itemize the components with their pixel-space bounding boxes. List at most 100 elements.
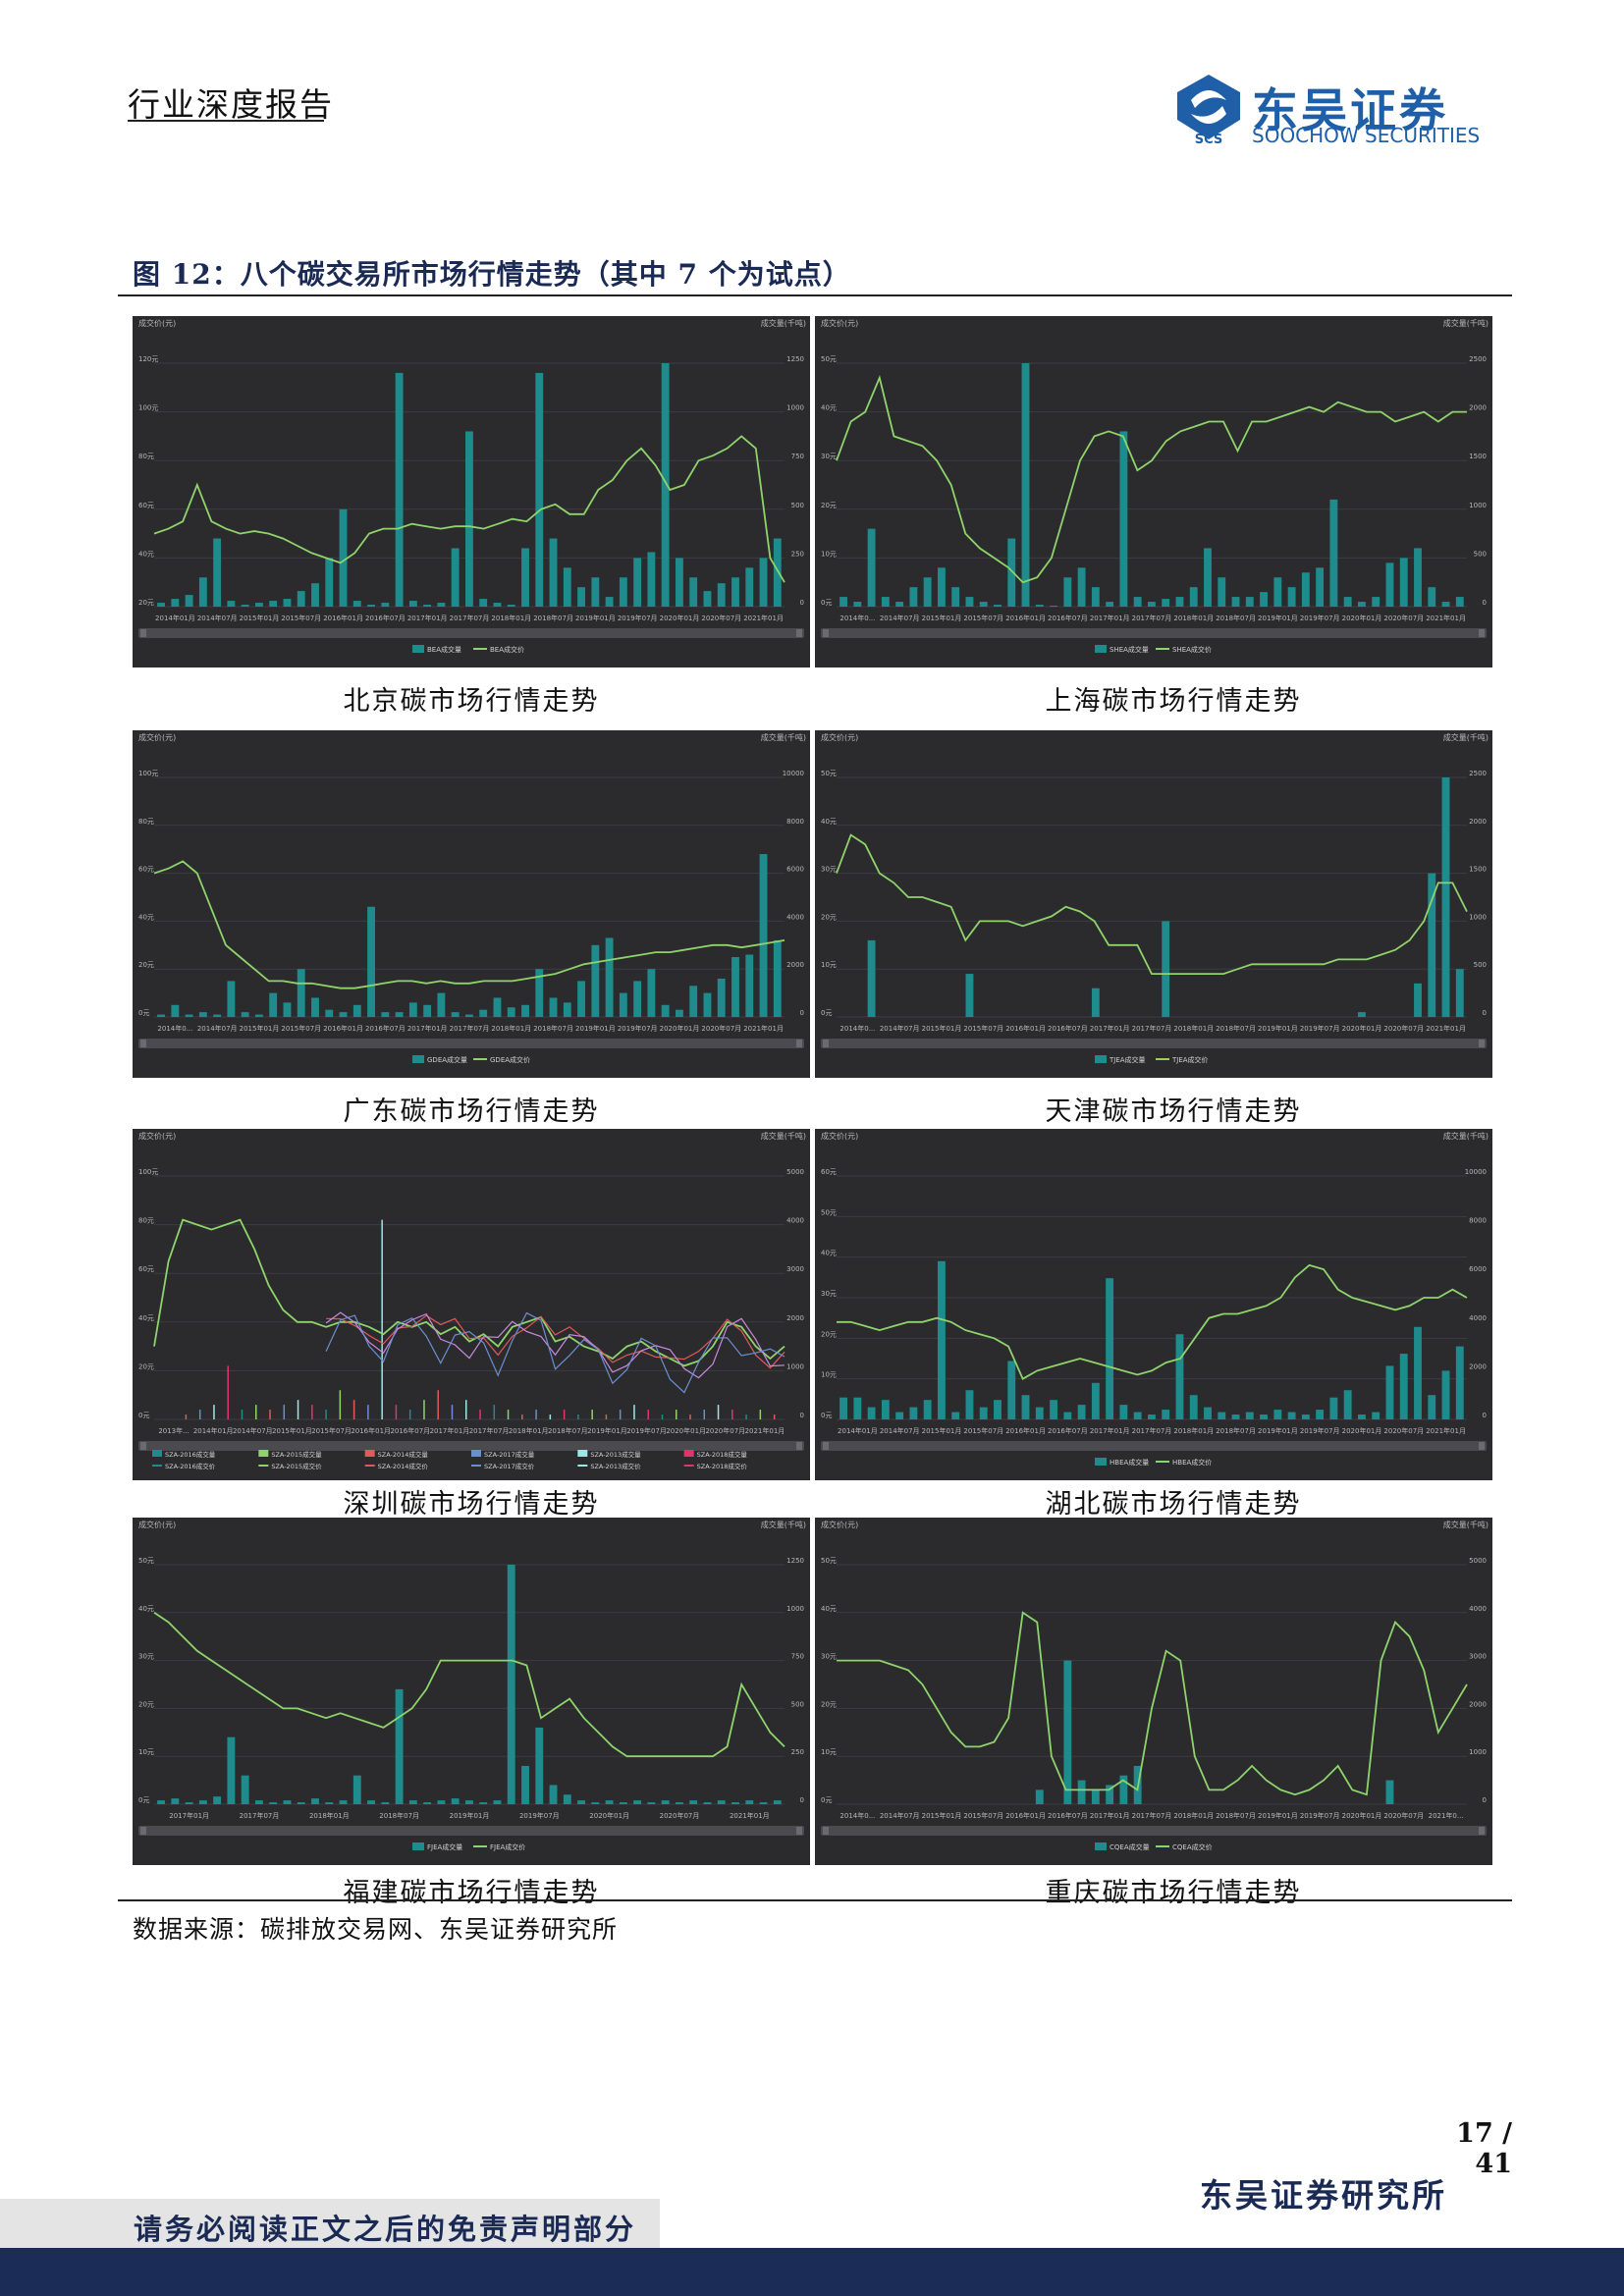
beijing-zoom-scrollbar[interactable]: [138, 628, 804, 638]
chongqing-x-tick: 2017年07月: [1132, 1811, 1172, 1820]
fujian-y-right-tick: 1250: [786, 1557, 804, 1565]
beijing-y-right-tick: 250: [791, 550, 804, 558]
fujian-volume-bar: [381, 1802, 390, 1804]
hubei-price-line: [837, 1263, 1468, 1380]
fujian-y-right-tick: 1000: [786, 1605, 804, 1613]
hubei-volume-bar: [994, 1400, 1001, 1419]
shanghai-scroll-right-handle[interactable]: [1479, 629, 1485, 637]
shanghai-volume-bar: [895, 602, 904, 607]
fujian-volume-bar: [283, 1800, 292, 1804]
tianjin-scroll-right-handle[interactable]: [1479, 1040, 1485, 1047]
shanghai-volume-bar: [1455, 597, 1464, 607]
shenzhen-volume-bar: [367, 1405, 369, 1419]
chongqing-zoom-scrollbar[interactable]: [821, 1826, 1487, 1836]
shanghai-zoom-scrollbar[interactable]: [821, 628, 1487, 638]
beijing-volume-bar: [591, 577, 600, 607]
tianjin-zoom-scrollbar[interactable]: [821, 1039, 1487, 1048]
fujian-scroll-left-handle[interactable]: [140, 1827, 146, 1835]
shanghai-volume-bar: [1245, 597, 1254, 607]
hubei-x-tick: 2014年07月: [880, 1426, 920, 1435]
shenzhen-y-right-tick: 1000: [786, 1362, 804, 1370]
chongqing-x-tick: 2016年07月: [1048, 1811, 1088, 1820]
chongqing-y-right-tick: 3000: [1469, 1653, 1487, 1661]
beijing-x-tick: 2019年01月: [575, 614, 616, 622]
shenzhen-volume-bar: [731, 1410, 733, 1419]
shenzhen-volume-bar: [408, 1410, 411, 1419]
chongqing-scroll-left-handle[interactable]: [823, 1827, 829, 1835]
shenzhen-volume-bar: [577, 1415, 579, 1419]
guangdong-volume-bar: [563, 1002, 571, 1017]
guangdong-chart: 成交价(元) 成交量(千吨) 0元 20元 40元 60元 80元 100元 0 2000 4000…: [138, 732, 806, 1064]
shenzhen-scroll-left-handle[interactable]: [140, 1442, 146, 1450]
guangdong-x-tick: 2015年07月: [281, 1024, 321, 1033]
shenzhen-volume-bar: [269, 1410, 271, 1419]
chongqing-scroll-right-handle[interactable]: [1479, 1827, 1485, 1835]
chongqing-y-left-tick: 40元: [821, 1605, 837, 1613]
logo-english-name: SOOCHOW SECURITIES: [1252, 124, 1481, 147]
beijing-y-left-tick: 60元: [138, 502, 154, 509]
fujian-y-left-tick: 50元: [138, 1557, 154, 1565]
hubei-scroll-right-handle[interactable]: [1479, 1442, 1485, 1450]
fujian-zoom-scrollbar[interactable]: [138, 1826, 804, 1836]
shanghai-volume-bar: [1358, 602, 1366, 607]
shenzhen-scroll-right-handle[interactable]: [796, 1442, 802, 1450]
shanghai-volume-bar: [909, 587, 918, 607]
tianjin-scroll-left-handle[interactable]: [823, 1040, 829, 1047]
caption-shenzhen: 深圳碳市场行情走势: [343, 1489, 600, 1520]
hubei-volume-bar: [1119, 1405, 1128, 1419]
guangdong-scroll-left-handle[interactable]: [140, 1040, 146, 1047]
fujian-x-tick: 2020年01月: [589, 1811, 629, 1820]
shanghai-price-line: [836, 375, 1467, 584]
guangdong-volume-bar: [171, 1004, 180, 1017]
shanghai-y-right-tick: 0: [1483, 599, 1487, 607]
fujian-scroll-right-handle[interactable]: [796, 1827, 802, 1835]
chongqing-y-left-tick: 30元: [821, 1653, 837, 1661]
tianjin-x-tick: 2018年01月: [1173, 1024, 1214, 1033]
guangdong-volume-bar: [577, 981, 585, 1017]
hubei-volume-bar: [1245, 1412, 1254, 1419]
guangdong-volume-bar: [633, 981, 642, 1017]
chart-panel-hubei: 成交价(元) 成交量(千吨) 0元 10元 20元 30元 40元 50元 60元 0 2000 40…: [815, 1129, 1492, 1480]
fujian-x-tick: 2019年07月: [519, 1811, 560, 1820]
beijing-volume-bar: [241, 605, 249, 607]
caption-fujian: 福建碳市场行情走势: [343, 1878, 600, 1908]
chongqing-y-right-tick: 5000: [1469, 1557, 1487, 1565]
guangdong-scroll-right-handle[interactable]: [796, 1040, 802, 1047]
hubei-y-right-tick: 8000: [1469, 1217, 1487, 1225]
guangdong-y-left-tick: 60元: [138, 866, 154, 874]
beijing-scroll-right-handle[interactable]: [796, 629, 802, 637]
shanghai-scroll-left-handle[interactable]: [823, 629, 829, 637]
beijing-volume-bar: [689, 577, 698, 607]
shenzhen-volume-bar: [773, 1415, 776, 1419]
hubei-x-tick: 2016年01月: [1005, 1426, 1046, 1435]
hubei-x-tick: 2017年01月: [1090, 1426, 1130, 1435]
shenzhen-y-left-tick: 0元: [138, 1412, 149, 1419]
shanghai-x-tick: 2018年01月: [1173, 614, 1214, 622]
hubei-scroll-left-handle[interactable]: [823, 1442, 829, 1450]
beijing-volume-bar: [325, 558, 334, 607]
shenzhen-zoom-scrollbar[interactable]: [138, 1441, 804, 1451]
fujian-volume-bar: [535, 1727, 544, 1804]
shenzhen-legend-item: SZA-2015成交量: [271, 1450, 322, 1459]
shanghai-volume-bar: [979, 602, 988, 607]
hubei-volume-bar: [839, 1397, 847, 1419]
tianjin-x-tick: 2017年07月: [1132, 1024, 1172, 1033]
beijing-volume-bar: [759, 558, 768, 607]
hubei-zoom-scrollbar[interactable]: [821, 1441, 1487, 1451]
guangdong-volume-bar: [731, 957, 739, 1017]
beijing-scroll-left-handle[interactable]: [140, 629, 146, 637]
guangdong-legend-price: GDEA成交价: [490, 1055, 530, 1064]
shanghai-x-tick: 2015年07月: [963, 614, 1003, 622]
fujian-volume-bar: [717, 1800, 726, 1804]
guangdong-right-axis-title: 成交量(千吨): [761, 732, 806, 742]
fujian-y-left-tick: 40元: [138, 1605, 154, 1613]
logo-abbr: SCS: [1195, 133, 1223, 145]
shenzhen-volume-bar: [717, 1405, 720, 1419]
guangdong-volume-bar: [535, 969, 544, 1017]
chongqing-x-tick: 2018年07月: [1216, 1811, 1256, 1820]
shenzhen-volume-bar: [437, 1390, 439, 1419]
tianjin-x-tick: 2019年07月: [1300, 1024, 1340, 1033]
shenzhen-price-line-series: [325, 1311, 785, 1394]
fujian-volume-bar: [325, 1802, 334, 1804]
guangdong-zoom-scrollbar[interactable]: [138, 1039, 804, 1048]
